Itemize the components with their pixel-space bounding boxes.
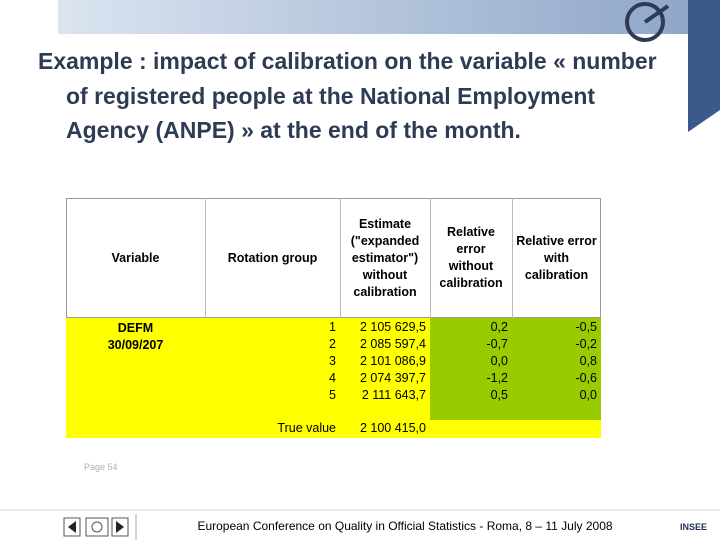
table-cell: -0,5 [575, 320, 597, 334]
table-cell: 2 111 643,7 [361, 388, 426, 402]
table-cell: 2 085 597,4 [359, 337, 426, 351]
top-band [58, 0, 690, 34]
table-cell: 2 [329, 337, 336, 351]
table: Variable Rotation group Estimate ("expande… [66, 198, 601, 438]
col-divider [205, 198, 206, 318]
col-divider [430, 198, 431, 318]
table-cell: 0,0 [490, 354, 508, 368]
table-cell: 0,5 [490, 388, 508, 402]
table-cell: 0,0 [579, 388, 597, 402]
table-cell: 0,8 [579, 354, 597, 368]
table-cell: 1 [329, 320, 336, 334]
header-cell: Variable [111, 250, 160, 265]
nav-next-icon [116, 521, 124, 533]
true-value-label: True value [277, 421, 336, 435]
table-cell: -0,2 [575, 337, 597, 351]
nav-home-icon [91, 521, 103, 533]
table-cell: 2 101 086,9 [359, 354, 426, 368]
table-cell: 4 [329, 371, 336, 385]
table-cell: 3 [329, 354, 336, 368]
true-value: 2 100 415,0 [359, 421, 426, 435]
header-cell: Rotation group [227, 250, 318, 265]
header-cell: Estimate ("expanded estimator") without … [350, 216, 420, 299]
variable-label: 30/09/207 [107, 338, 164, 352]
title: Example : impact of calibration on the v… [38, 48, 657, 143]
nav-home [85, 517, 109, 537]
nav-prev-icon [68, 521, 76, 533]
col-divider [512, 198, 513, 318]
footer-text: European Conference on Quality in Offici… [197, 519, 613, 533]
table-cell: 2 105 629,5 [359, 320, 426, 334]
table-cell: -0,6 [575, 371, 597, 385]
header-cell: Relative error with calibration [516, 233, 597, 282]
table-cell: -0,7 [486, 337, 508, 351]
logo-circle [625, 2, 665, 42]
page-number: Page 54 [84, 462, 118, 472]
variable-label: DEFM [117, 321, 154, 335]
col-divider [340, 198, 341, 318]
header-cell: Relative error without calibration [439, 225, 503, 290]
green-bg [430, 318, 601, 420]
table-cell: -1,2 [486, 371, 508, 385]
table-cell: 0,2 [490, 320, 508, 334]
table-cell: 2 074 397,7 [359, 371, 426, 385]
table-cell: 5 [329, 388, 336, 402]
header-bg [66, 198, 601, 318]
logo: INSEE [680, 522, 708, 532]
logo-line [643, 4, 670, 24]
side-bar [688, 0, 720, 132]
